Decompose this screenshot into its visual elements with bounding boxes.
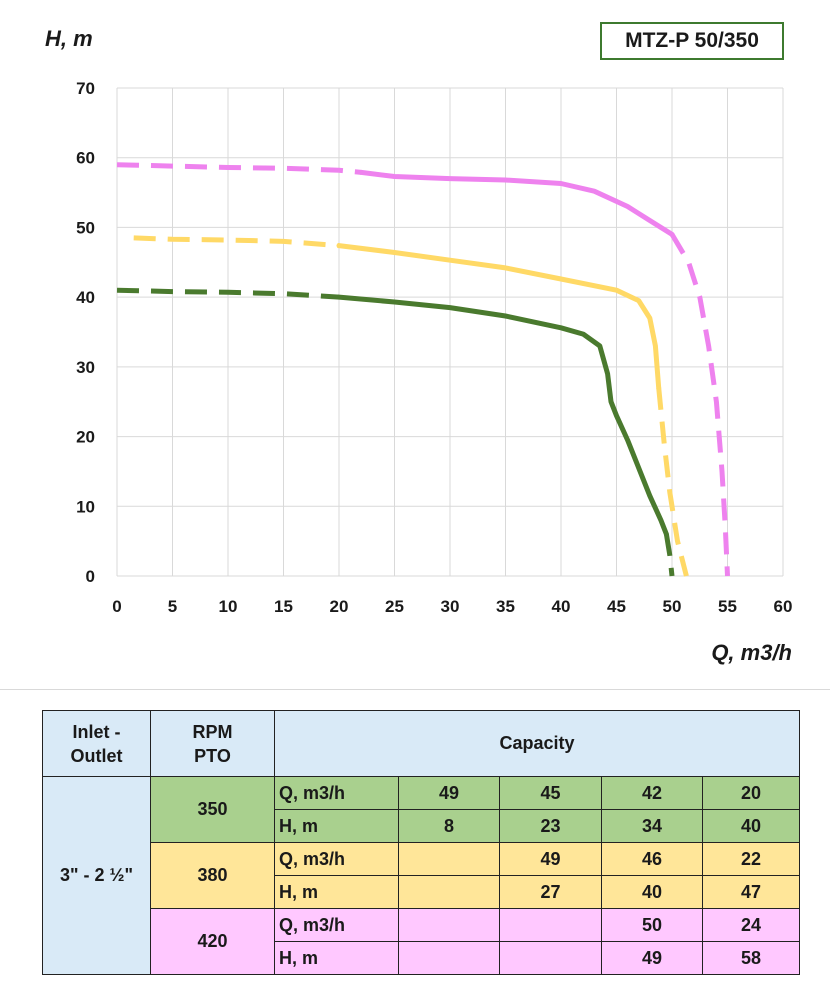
x-tick-label: 15 (274, 597, 293, 616)
y-axis-title: H, m (45, 26, 93, 51)
y-tick-label: 50 (76, 218, 95, 237)
rpm-cell: 420 (150, 908, 275, 975)
table-cell (499, 941, 602, 975)
row-label: H, m (274, 809, 399, 843)
series-line-dashed (663, 533, 675, 577)
y-tick-label: 20 (76, 428, 95, 447)
row-label: Q, m3/h (274, 776, 399, 810)
table-cell: 42 (601, 776, 703, 810)
x-tick-label: 30 (441, 597, 460, 616)
table-cell: 22 (701, 842, 801, 876)
table-cell: 49 (499, 842, 602, 876)
series-line-solid (336, 294, 669, 537)
row-label: Q, m3/h (274, 842, 399, 876)
x-tick-label: 55 (718, 597, 737, 616)
x-tick-label: 40 (552, 597, 571, 616)
x-tick-label: 35 (496, 597, 515, 616)
row-label: Q, m3/h (274, 908, 399, 942)
table-cell: 27 (499, 875, 602, 909)
row-label: H, m (274, 941, 399, 975)
table-cell: 47 (701, 875, 801, 909)
size-cell: 3" - 2 ½" (42, 776, 151, 975)
series-350 (116, 287, 675, 577)
table-cell: 40 (601, 875, 703, 909)
y-tick-label: 60 (76, 149, 95, 168)
table-cell: 46 (601, 842, 703, 876)
x-tick-label: 45 (607, 597, 626, 616)
curve-series (116, 162, 730, 577)
header-capacity: Capacity (273, 710, 801, 777)
x-tick-label: 5 (168, 597, 177, 616)
table-cell: 40 (701, 809, 801, 843)
series-line-dashed (656, 387, 689, 577)
x-tick-label: 20 (330, 597, 349, 616)
x-tick-label: 10 (219, 597, 238, 616)
table-cell (398, 941, 500, 975)
pump-curve-chart: H, m MTZ-P 50/350 0 5 10 15 20 25 30 35 40 45 50 55… (0, 22, 830, 690)
table-cell (398, 908, 500, 942)
y-tick-label: 30 (76, 358, 95, 377)
table-cell: 49 (398, 776, 500, 810)
x-tick-label: 0 (112, 597, 121, 616)
y-tick-label: 40 (76, 288, 95, 307)
table-cell: 20 (701, 776, 801, 810)
row-label: H, m (274, 875, 399, 909)
x-tick-label: 50 (663, 597, 682, 616)
table-cell: 49 (601, 941, 703, 975)
table-cell (398, 842, 500, 876)
header-inlet-outlet: Inlet - Outlet (42, 710, 151, 777)
series-380 (133, 235, 689, 577)
table-cell (398, 875, 500, 909)
series-line-solid (358, 169, 675, 237)
chart-plot: 0 5 10 15 20 25 30 35 40 45 50 55 60 0 10 20 30 40 50 60 70 (76, 79, 792, 616)
table-cell: 24 (701, 908, 801, 942)
series-line-dashed (116, 287, 340, 300)
series-line-solid (336, 243, 662, 391)
x-tick-label: 60 (774, 597, 793, 616)
series-line-dashed (133, 235, 340, 249)
series-line-dashed (669, 233, 730, 577)
y-tick-label: 10 (76, 497, 95, 516)
series-420 (116, 162, 730, 577)
x-tick-label: 25 (385, 597, 404, 616)
table-cell: 58 (701, 941, 801, 975)
series-line-dashed (116, 162, 362, 175)
table-cell (499, 908, 602, 942)
capacity-table: Inlet - Outlet RPM PTO Capacity 3" - 2 ½… (42, 710, 801, 975)
table-cell: 45 (499, 776, 602, 810)
rpm-cell: 380 (150, 842, 275, 909)
table-cell: 34 (601, 809, 703, 843)
grid-lines (116, 87, 784, 577)
x-axis-title: Q, m3/h (711, 640, 792, 665)
header-rpm-pto: RPM PTO (150, 710, 275, 777)
y-tick-label: 0 (86, 567, 95, 586)
table-cell: 8 (398, 809, 500, 843)
table-cell: 23 (499, 809, 602, 843)
y-tick-label: 70 (76, 79, 95, 98)
table-cell: 50 (601, 908, 703, 942)
axis-tick-labels: 0 5 10 15 20 25 30 35 40 45 50 55 60 0 10 20 30 40 50 60 70 (76, 79, 792, 616)
rpm-cell: 350 (150, 776, 275, 843)
model-badge: MTZ-P 50/350 (600, 22, 784, 60)
